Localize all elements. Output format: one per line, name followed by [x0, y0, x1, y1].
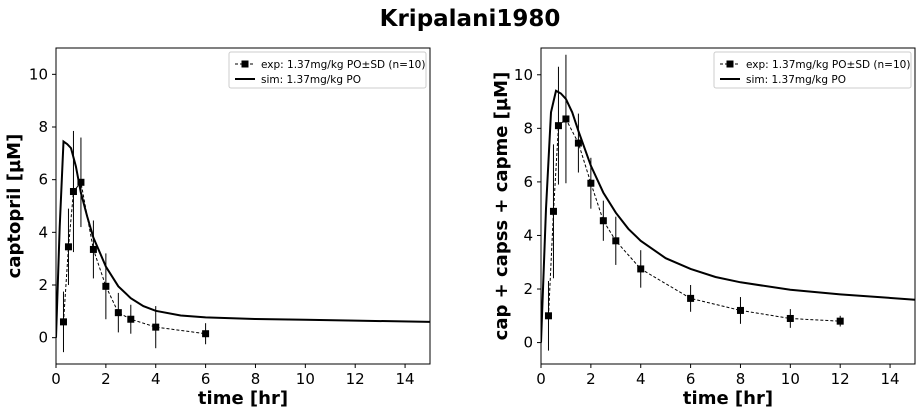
- exp-data-point: [544, 312, 552, 320]
- exp-data-point: [786, 314, 794, 322]
- x-tick-label: 10: [296, 370, 315, 388]
- y-tick-label: 4: [523, 226, 533, 244]
- y-tick-label: 0: [523, 334, 533, 352]
- figure-title: Kripalani1980: [380, 6, 561, 32]
- legend-exp-label: exp: 1.37mg/kg PO±SD (n=10): [261, 59, 425, 71]
- x-tick-label: 6: [686, 370, 696, 388]
- exp-data-point: [562, 115, 570, 123]
- x-tick-label: 10: [781, 370, 800, 388]
- exp-data-point: [554, 122, 562, 130]
- y-tick-label: 2: [523, 280, 533, 298]
- exp-data-point: [69, 188, 77, 196]
- y-tick-label: 10: [514, 66, 533, 84]
- exp-data-point: [114, 309, 122, 317]
- x-tick-label: 6: [201, 370, 211, 388]
- x-tick-label: 2: [101, 370, 111, 388]
- legend-exp-label: exp: 1.37mg/kg PO±SD (n=10): [746, 59, 910, 71]
- exp-data-point: [64, 243, 72, 251]
- y-tick-label: 0: [38, 329, 48, 347]
- exp-data-point: [637, 265, 645, 273]
- x-tick-label: 2: [586, 370, 596, 388]
- exp-data-point: [127, 315, 135, 323]
- legend-box: [713, 51, 912, 89]
- legend-sim-label: sim: 1.37mg/kg PO: [261, 74, 361, 86]
- exp-data-point: [736, 306, 744, 314]
- x-tick-label: 8: [736, 370, 746, 388]
- x-tick-label: 4: [151, 370, 161, 388]
- y-tick-label: 10: [29, 65, 48, 83]
- exp-data-point: [152, 323, 160, 331]
- exp-data-point: [59, 318, 67, 326]
- x-axis-label: time [hr]: [683, 388, 773, 409]
- x-tick-label: 0: [536, 370, 546, 388]
- exp-data-point: [836, 317, 844, 325]
- exp-data-point: [549, 207, 557, 215]
- legend-box: [228, 51, 427, 89]
- x-tick-label: 12: [831, 370, 850, 388]
- exp-data-point: [202, 330, 210, 338]
- plot-frame: [55, 47, 431, 365]
- x-tick-label: 4: [636, 370, 646, 388]
- exp-data-point: [612, 237, 620, 245]
- y-tick-label: 2: [38, 276, 48, 294]
- exp-data-point: [574, 139, 582, 147]
- x-tick-label: 0: [51, 370, 61, 388]
- exp-data-point: [687, 294, 695, 302]
- sim-series-line: [541, 89, 915, 343]
- legend-sim-label: sim: 1.37mg/kg PO: [746, 74, 846, 86]
- sim-series-line: [56, 139, 430, 338]
- exp-data-point: [587, 179, 595, 187]
- y-axis-label: captopril [µM]: [4, 134, 25, 279]
- plot-frame: [540, 47, 916, 365]
- y-tick-label: 8: [523, 119, 533, 137]
- data-layer: [541, 54, 915, 351]
- chart-panel-captopril: 0 2 4 6 8 10 12 14 0 2 4 6 8 10 time [hr] captopril [µM…: [4, 47, 431, 409]
- data-layer: [56, 130, 430, 353]
- x-tick-label: 12: [346, 370, 365, 388]
- exp-data-point: [102, 282, 110, 290]
- exp-data-point: [89, 245, 97, 253]
- exp-series-line: [63, 181, 206, 335]
- y-tick-label: 6: [38, 171, 48, 189]
- x-tick-label: 14: [396, 370, 415, 388]
- x-axis-label: time [hr]: [198, 388, 288, 409]
- x-tick-label: 8: [251, 370, 261, 388]
- exp-data-point: [599, 217, 607, 225]
- y-tick-label: 4: [38, 223, 48, 241]
- legend-exp-marker: [726, 60, 734, 68]
- y-tick-label: 8: [38, 118, 48, 136]
- chart-panel-total-captopril: 0 2 4 6 8 10 12 14 0 2 4 6 8 10 time [hr] cap + capss +…: [491, 47, 916, 409]
- y-tick-label: 6: [523, 173, 533, 191]
- x-tick-label: 14: [881, 370, 900, 388]
- y-axis-label: cap + capss + capme [µM]: [491, 72, 512, 341]
- exp-data-point: [77, 178, 85, 186]
- legend-exp-marker: [241, 60, 249, 68]
